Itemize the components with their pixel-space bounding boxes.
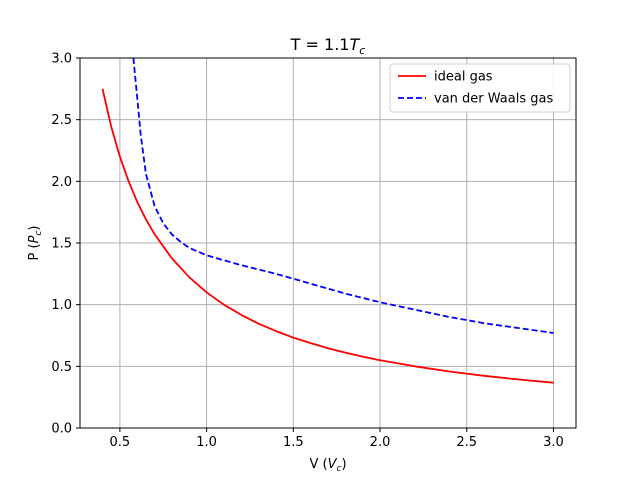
series-line-van-der-waals-gas: [132, 57, 554, 334]
legend: ideal gas van der Waals gas: [389, 63, 571, 113]
ticks: 0.5 1.0 1.5 2.0 2.5 3.0 0.0 0.5 1.0 1.5 2.0 2.5 3.0: [51, 52, 563, 451]
x-tick-label: 2.0: [370, 435, 391, 450]
y-tick-label: 0.0: [51, 422, 72, 437]
x-tick-label: 0.5: [110, 435, 131, 450]
chart-title: T = 1.1Tc: [290, 35, 366, 57]
y-axis-label: P (Pc): [27, 226, 44, 261]
y-tick-label: 2.0: [51, 175, 72, 190]
y-tick-label: 1.5: [51, 237, 72, 252]
legend-label-ideal-gas: ideal gas: [434, 70, 493, 85]
series-layer: [101, 57, 554, 384]
y-tick-label: 2.5: [51, 113, 72, 128]
y-tick-label: 3.0: [51, 52, 72, 67]
x-tick-label: 2.5: [456, 435, 477, 450]
x-axis-label: V (Vc): [309, 457, 346, 474]
x-tick-label: 1.5: [283, 435, 304, 450]
legend-label-van-der-waals-gas: van der Waals gas: [434, 92, 553, 107]
y-tick-label: 0.5: [51, 360, 72, 375]
x-tick-label: 1.0: [196, 435, 217, 450]
x-tick-label: 3.0: [543, 435, 564, 450]
y-tick-label: 1.0: [51, 298, 72, 313]
series-line-ideal-gas: [101, 88, 554, 384]
legend-box: [389, 63, 571, 113]
